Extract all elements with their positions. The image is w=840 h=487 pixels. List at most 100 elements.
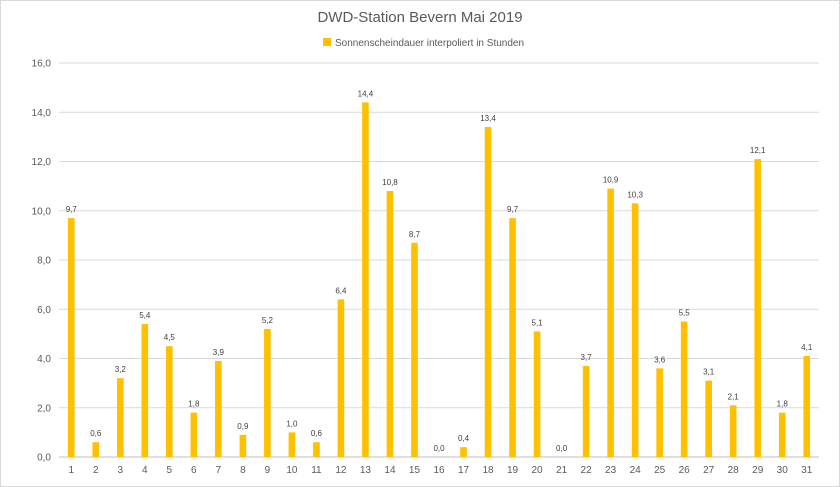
data-label: 13,4: [480, 114, 496, 123]
data-label: 3,1: [703, 368, 715, 377]
data-labels: 9,7 0,6 3,2 5,4 4,5 1,8 3,9 0,9 5,2 1,0 0,6 6,4 14,4…: [66, 89, 813, 453]
x-tick-label: 14: [384, 465, 396, 476]
bar: [264, 328, 271, 457]
x-tick-label: 16: [433, 465, 445, 476]
x-tick-label: 26: [679, 465, 691, 476]
bars: [67, 102, 811, 458]
x-tick-label: 27: [703, 465, 715, 476]
bar: [484, 127, 492, 458]
x-tick-label: 1: [68, 465, 74, 476]
x-tick-label: 31: [801, 465, 813, 476]
bar: [239, 434, 247, 457]
data-label: 3,2: [115, 365, 127, 374]
x-tick-label: 20: [532, 465, 544, 476]
legend: Sonnenscheindauer interpoliert in Stunde…: [323, 38, 524, 49]
y-tick-label: 8,0: [37, 256, 51, 267]
data-label: 5,1: [532, 318, 544, 327]
x-tick-label: 11: [311, 465, 322, 476]
bar: [729, 405, 737, 457]
x-tick-label: 6: [191, 465, 197, 476]
chart-title: DWD-Station Bevern Mai 2019: [317, 9, 522, 26]
data-label: 1,0: [286, 419, 298, 428]
data-label: 0,6: [311, 429, 323, 438]
y-tick-label: 16,0: [32, 59, 52, 70]
bar: [607, 188, 614, 457]
data-label: 4,1: [801, 343, 813, 352]
y-tick-label: 6,0: [37, 305, 51, 316]
x-tick-label: 3: [118, 465, 124, 476]
x-axis: 1 2 3 4 5 6 7 8 9 10 11 12 13 14 15 16 17 18 19 20 21 22 23 24 2…: [68, 465, 812, 476]
x-tick-label: 21: [556, 465, 568, 476]
bar: [141, 324, 149, 457]
bar: [190, 412, 198, 457]
data-label: 10,8: [382, 178, 398, 187]
data-label: 1,8: [777, 400, 789, 409]
bar: [778, 412, 786, 457]
bar: [362, 102, 369, 458]
data-label: 9,7: [66, 205, 78, 214]
data-label: 0,9: [237, 422, 249, 431]
x-tick-label: 12: [335, 465, 347, 476]
x-tick-label: 24: [630, 465, 642, 476]
x-tick-label: 15: [409, 465, 421, 476]
y-tick-label: 4,0: [37, 354, 51, 365]
x-tick-label: 29: [752, 465, 764, 476]
x-tick-label: 30: [777, 465, 789, 476]
bar: [533, 331, 541, 457]
bar: [337, 299, 345, 457]
data-label: 2,1: [728, 392, 740, 401]
y-tick-label: 10,0: [32, 206, 52, 217]
data-label: 0,0: [556, 444, 568, 453]
bar: [680, 321, 688, 457]
y-tick-label: 2,0: [37, 403, 51, 414]
data-label: 5,2: [262, 316, 274, 325]
x-tick-label: 17: [458, 465, 470, 476]
data-label: 3,9: [213, 348, 225, 357]
x-tick-label: 28: [728, 465, 740, 476]
x-tick-label: 8: [240, 465, 246, 476]
y-tick-label: 0,0: [37, 453, 51, 464]
data-label: 4,5: [164, 333, 176, 342]
bar: [582, 365, 590, 457]
x-tick-label: 22: [581, 465, 593, 476]
x-tick-label: 13: [360, 465, 372, 476]
x-tick-label: 7: [216, 465, 222, 476]
x-tick-label: 25: [654, 465, 666, 476]
y-tick-label: 12,0: [32, 157, 52, 168]
data-label: 8,7: [409, 230, 421, 239]
data-label: 12,1: [750, 146, 766, 155]
data-label: 10,3: [627, 190, 643, 199]
bar: [656, 368, 663, 457]
bar: [166, 346, 173, 457]
x-tick-label: 19: [507, 465, 519, 476]
bar: [411, 242, 418, 457]
data-label: 0,4: [458, 434, 470, 443]
grid: [59, 62, 819, 458]
legend-swatch: [323, 38, 331, 46]
bar: [386, 191, 394, 458]
bar: [509, 218, 516, 457]
bar: [705, 380, 712, 457]
bar: [313, 442, 320, 457]
x-tick-label: 18: [482, 465, 494, 476]
bar: [116, 378, 124, 457]
x-tick-label: 4: [142, 465, 148, 476]
bar: [631, 203, 639, 457]
data-label: 10,9: [603, 176, 619, 185]
data-label: 5,4: [139, 311, 151, 320]
x-tick-label: 10: [286, 465, 298, 476]
data-label: 5,5: [679, 309, 691, 318]
bar: [803, 356, 811, 457]
bar: [67, 218, 75, 457]
data-label: 14,4: [358, 89, 374, 98]
bar: [754, 159, 762, 457]
bar: [92, 442, 100, 457]
x-tick-label: 2: [93, 465, 99, 476]
x-tick-label: 5: [167, 465, 173, 476]
data-label: 1,8: [188, 400, 200, 409]
bar: [215, 360, 222, 457]
x-tick-label: 23: [605, 465, 617, 476]
x-tick-label: 9: [265, 465, 271, 476]
data-label: 3,6: [654, 355, 666, 364]
